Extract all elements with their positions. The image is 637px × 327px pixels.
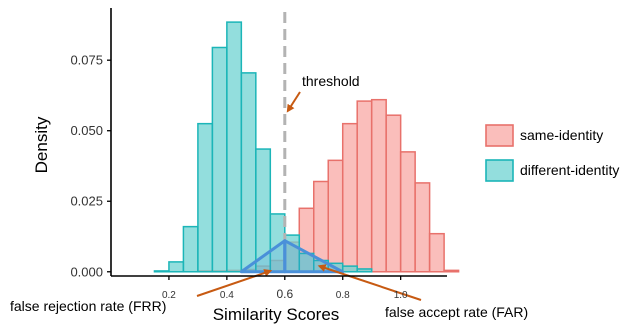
- different-identity-bar: [168, 261, 185, 273]
- y-tick-label: 0.075: [70, 53, 103, 68]
- different-identity-bar: [356, 268, 373, 273]
- same-identity-bar: [399, 151, 416, 273]
- x-tick-label: 0.2: [162, 290, 176, 301]
- same-identity-bar: [443, 269, 460, 273]
- far-triangle: [283, 239, 345, 274]
- x-axis-title: Similarity Scores: [213, 305, 340, 324]
- different-identity-bar: [197, 122, 214, 273]
- y-tick-label: 0.050: [70, 123, 103, 138]
- far-arrow: [317, 264, 422, 301]
- x-tick-label: 1.0: [394, 290, 408, 301]
- different-identity-bar: [211, 46, 228, 273]
- legend-label-same-identity: same-identity: [520, 127, 603, 143]
- x-tick-label: 0.8: [336, 290, 350, 301]
- different-identity-bar: [226, 21, 243, 273]
- y-axis-title: Density: [32, 116, 51, 173]
- different-identity-bar: [182, 225, 199, 273]
- y-tick-label: 0.000: [70, 264, 103, 279]
- same-identity-bar: [327, 159, 344, 273]
- x-tick-label: 0.6: [276, 287, 293, 301]
- y-tick-label: 0.025: [70, 194, 103, 209]
- far-annotation: false accept rate (FAR): [385, 304, 528, 320]
- frr-arrow: [196, 269, 273, 297]
- bars-layer: [153, 21, 460, 273]
- same-identity-bar: [428, 232, 445, 273]
- legend-label-different-identity: different-identity: [520, 162, 619, 178]
- same-identity-bar: [414, 182, 431, 273]
- same-identity-bar: [385, 114, 402, 273]
- different-identity-bar: [153, 270, 170, 273]
- legend-swatch-same-identity: [485, 124, 514, 147]
- same-identity-bar: [370, 98, 387, 273]
- same-identity-bar: [356, 100, 373, 273]
- threshold-arrow: [286, 91, 301, 113]
- legend: same-identity different-identity: [485, 124, 619, 182]
- different-identity-bar: [240, 72, 257, 273]
- different-identity-bar: [341, 265, 358, 273]
- legend-swatch-different-identity: [485, 159, 514, 182]
- threshold-label: threshold: [302, 73, 360, 89]
- x-tick-label: 0.4: [220, 290, 234, 301]
- axes-layer: 0.000 0.025 0.050 0.075 0.2 0.4 0.6 0.8 1.0: [70, 8, 447, 301]
- overlay-layer: [196, 12, 422, 301]
- same-identity-bar: [341, 122, 358, 273]
- frr-annotation: false rejection rate (FRR): [10, 298, 166, 314]
